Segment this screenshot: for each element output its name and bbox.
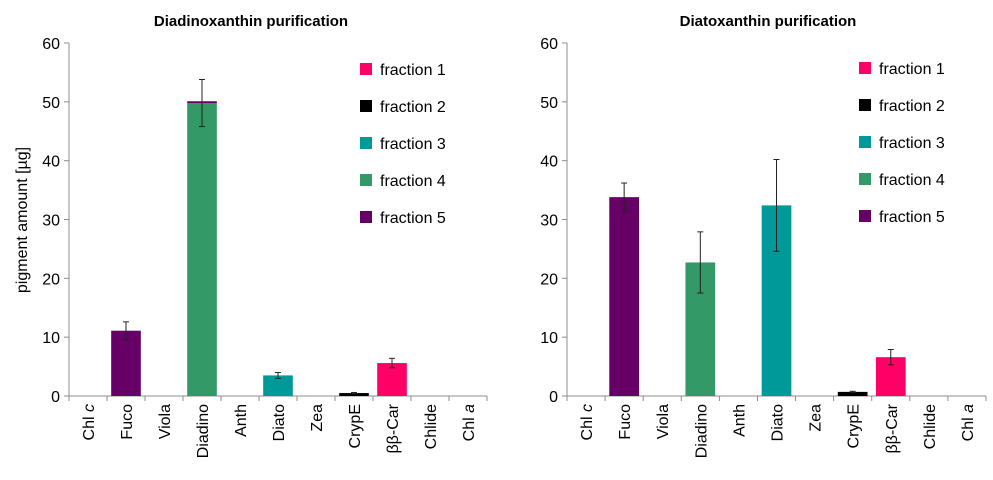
chart-1-y-tick-label: 10 bbox=[42, 330, 60, 347]
chart-2-x-tick-label: Diadino bbox=[693, 404, 710, 458]
chart-1-bar bbox=[377, 363, 407, 396]
chart-1-y-tick-label: 50 bbox=[42, 95, 60, 112]
chart-2-x-tick-label: CrypE bbox=[846, 404, 863, 448]
chart-1-y-tick-label: 30 bbox=[42, 213, 60, 230]
chart-2-y-tick-label: 20 bbox=[540, 271, 558, 288]
chart-1-legend-label: fraction 3 bbox=[380, 136, 446, 153]
chart-2-y-tick-label: 60 bbox=[540, 36, 558, 53]
chart-2-legend-swatch bbox=[859, 210, 871, 222]
chart-1-legend-swatch bbox=[360, 100, 372, 112]
chart-1-y-tick-label: 0 bbox=[51, 389, 60, 406]
chart-2-y-tick-label: 10 bbox=[540, 330, 558, 347]
chart-2-y-tick-label: 0 bbox=[549, 389, 558, 406]
chart-1-legend-swatch bbox=[360, 174, 372, 186]
chart-panel-1: Diadinoxanthin purification pigment amou… bbox=[14, 13, 488, 458]
chart-1-y-tick-label: 40 bbox=[42, 154, 60, 171]
chart-2-title: Diatoxanthin purification bbox=[680, 13, 857, 30]
chart-1-bar bbox=[111, 330, 141, 396]
chart-2-legend-swatch bbox=[859, 173, 871, 185]
chart-2-y-tick-label: 50 bbox=[540, 95, 558, 112]
chart-2-legend-label: fraction 5 bbox=[879, 209, 945, 226]
chart-1-legend-label: fraction 4 bbox=[380, 173, 446, 190]
chart-2-x-tick-label: Zea bbox=[808, 404, 825, 432]
chart-1-title: Diadinoxanthin purification bbox=[154, 13, 348, 30]
chart-1-x-tick-label: Anth bbox=[233, 404, 250, 437]
chart-2-x-tick-label: Diato bbox=[770, 404, 787, 441]
chart-1-legend-label: fraction 1 bbox=[380, 62, 446, 79]
chart-1-x-tick-label: ββ-Car bbox=[385, 403, 402, 453]
chart-2-y-tick-label: 30 bbox=[540, 213, 558, 230]
chart-2-y-tick-label: 40 bbox=[540, 154, 558, 171]
chart-1-bar bbox=[263, 375, 293, 396]
chart-1-legend-label: fraction 5 bbox=[380, 210, 446, 227]
chart-2-x-tick-label: Chlide bbox=[922, 404, 939, 449]
chart-2-legend-label: fraction 1 bbox=[879, 61, 945, 78]
chart-1-x-tick-label: Fuco bbox=[119, 404, 136, 440]
chart-1-bar bbox=[339, 393, 369, 396]
chart-2-x-tick-label: Anth bbox=[731, 404, 748, 437]
chart-1-bar bbox=[187, 103, 217, 396]
chart-2-x-tick-label: Chl a bbox=[960, 404, 977, 441]
chart-1-x-tick-label: Chl a bbox=[461, 404, 478, 441]
chart-1-x-tick-label: Diato bbox=[271, 404, 288, 441]
chart-2-legend-swatch bbox=[859, 136, 871, 148]
chart-2-legend-swatch bbox=[859, 99, 871, 111]
chart-1-x-tick-label: Diadino bbox=[195, 404, 212, 458]
chart-2-bar bbox=[837, 391, 868, 396]
chart-panel-2: Diatoxanthin purification 0 10 20 30 40 50 60 C… bbox=[540, 13, 987, 458]
chart-1-x-tick-label: Zea bbox=[309, 404, 326, 432]
chart-1-y-tick-label: 20 bbox=[42, 271, 60, 288]
chart-1-legend-swatch bbox=[360, 137, 372, 149]
chart-1-legend-swatch bbox=[360, 63, 372, 75]
chart-1-ylabel: pigment amount [µg] bbox=[14, 147, 31, 293]
chart-2-bar bbox=[609, 197, 639, 396]
chart-2-x-tick-label: Fuco bbox=[617, 404, 634, 440]
chart-2-legend-swatch bbox=[859, 62, 871, 74]
chart-1-legend-label: fraction 2 bbox=[380, 99, 446, 116]
chart-1-x-tick-label: CrypE bbox=[347, 404, 364, 448]
chart-1-bar bbox=[187, 101, 217, 104]
chart-2-x-tick-label: ββ-Car bbox=[884, 403, 901, 453]
chart-1-x-tick-label: Viola bbox=[157, 404, 174, 439]
chart-2-x-tick-label: Chl c bbox=[579, 404, 596, 440]
chart-1-x-tick-label: Chl c bbox=[81, 404, 98, 440]
chart-2-legend-label: fraction 4 bbox=[879, 172, 945, 189]
chart-2-legend-label: fraction 3 bbox=[879, 135, 945, 152]
chart-1-y-tick-label: 60 bbox=[42, 36, 60, 53]
chart-1-legend-swatch bbox=[360, 211, 372, 223]
chart-1-x-tick-label: Chlide bbox=[423, 404, 440, 449]
chart-2-x-tick-label: Viola bbox=[655, 404, 672, 439]
chart-2-legend-label: fraction 2 bbox=[879, 98, 945, 115]
